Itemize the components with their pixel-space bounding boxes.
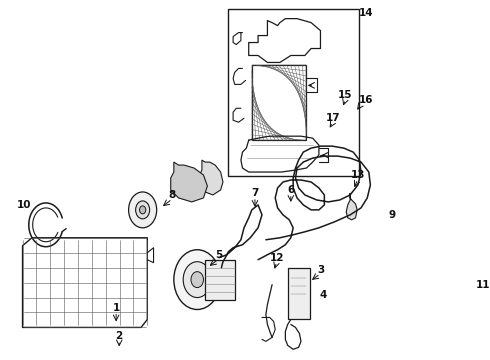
Text: 15: 15: [338, 90, 353, 100]
Text: 1: 1: [113, 302, 120, 312]
Bar: [205, 260, 235, 300]
Bar: [228, 9, 360, 176]
Text: 6: 6: [287, 185, 294, 195]
Bar: [252, 66, 306, 140]
Circle shape: [183, 262, 211, 298]
Text: 4: 4: [320, 289, 327, 300]
Text: 8: 8: [169, 190, 176, 200]
Circle shape: [128, 192, 157, 228]
Text: 3: 3: [317, 265, 324, 275]
Text: 9: 9: [389, 210, 396, 220]
Text: 16: 16: [359, 95, 373, 105]
Circle shape: [140, 206, 146, 214]
Text: 17: 17: [326, 113, 340, 123]
Circle shape: [174, 250, 220, 310]
Text: 10: 10: [17, 200, 31, 210]
Text: 12: 12: [270, 253, 284, 263]
Text: 2: 2: [116, 332, 123, 341]
Bar: [288, 268, 310, 319]
Text: 11: 11: [475, 280, 490, 289]
Circle shape: [191, 272, 203, 288]
Text: 5: 5: [216, 250, 222, 260]
Polygon shape: [199, 160, 223, 195]
Text: 14: 14: [358, 8, 373, 18]
Circle shape: [136, 201, 149, 219]
Text: 13: 13: [351, 170, 365, 180]
Polygon shape: [346, 193, 357, 220]
Polygon shape: [171, 162, 207, 202]
Text: 7: 7: [251, 188, 259, 198]
